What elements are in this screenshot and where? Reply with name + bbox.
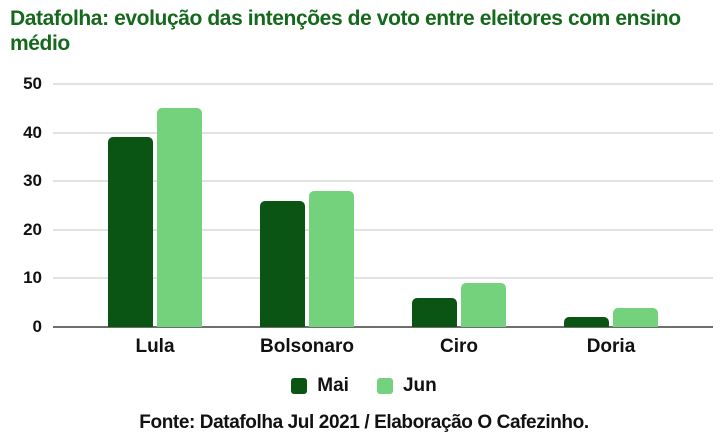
source-footer: Fonte: Datafolha Jul 2021 / Elaboração O…: [139, 412, 589, 433]
x-label-doria: Doria: [586, 336, 636, 357]
bar-group-bolsonaro: [231, 84, 383, 327]
gridline-y20: [53, 228, 713, 231]
y-tick-label-50: 50: [23, 74, 42, 93]
bar-doria-jun: [613, 307, 658, 327]
legend-label-mai: Mai: [317, 375, 349, 396]
bar-bolsonaro-jun: [309, 190, 354, 327]
bar-group-ciro: [383, 84, 535, 327]
gridline-y30: [53, 180, 713, 183]
bars-row: [53, 84, 713, 327]
y-tick-label-30: 30: [23, 171, 42, 191]
x-axis-baseline: [53, 326, 713, 328]
x-axis-category-labels: Lula Bolsonaro Ciro Doria: [53, 336, 713, 358]
bar-chart-plot-area: 0 10 20 30 40 50: [23, 75, 713, 336]
gridline-y10: [53, 277, 713, 280]
page-title: Datafolha: evolução das intenções de vot…: [10, 7, 681, 55]
y-tick-label-40: 40: [23, 122, 42, 142]
y-tick-label-0: 0: [32, 317, 42, 336]
bar-lula-jun: [157, 108, 202, 327]
x-label-lula: Lula: [135, 336, 175, 357]
bar-group-lula: [79, 84, 231, 327]
legend-item-jun: Jun: [376, 375, 437, 397]
bar-lula-mai: [108, 137, 153, 327]
legend-label-jun: Jun: [402, 375, 437, 396]
bar-doria-mai: [564, 317, 609, 327]
gridline-y50: [53, 83, 713, 85]
bar-ciro-jun: [461, 283, 506, 327]
gridline-y40: [53, 131, 713, 134]
legend-item-mai: Mai: [291, 375, 349, 397]
bar-group-doria: [535, 84, 687, 327]
x-label-bolsonaro: Bolsonaro: [260, 336, 354, 357]
legend-swatch-mai: [291, 378, 308, 394]
y-tick-label-20: 20: [23, 219, 42, 239]
bar-bolsonaro-mai: [260, 200, 305, 327]
x-label-ciro: Ciro: [440, 336, 478, 357]
bar-ciro-mai: [412, 297, 457, 327]
chart-legend: Mai Jun: [0, 375, 728, 397]
legend-swatch-jun: [376, 378, 393, 394]
y-tick-label-10: 10: [23, 268, 42, 288]
